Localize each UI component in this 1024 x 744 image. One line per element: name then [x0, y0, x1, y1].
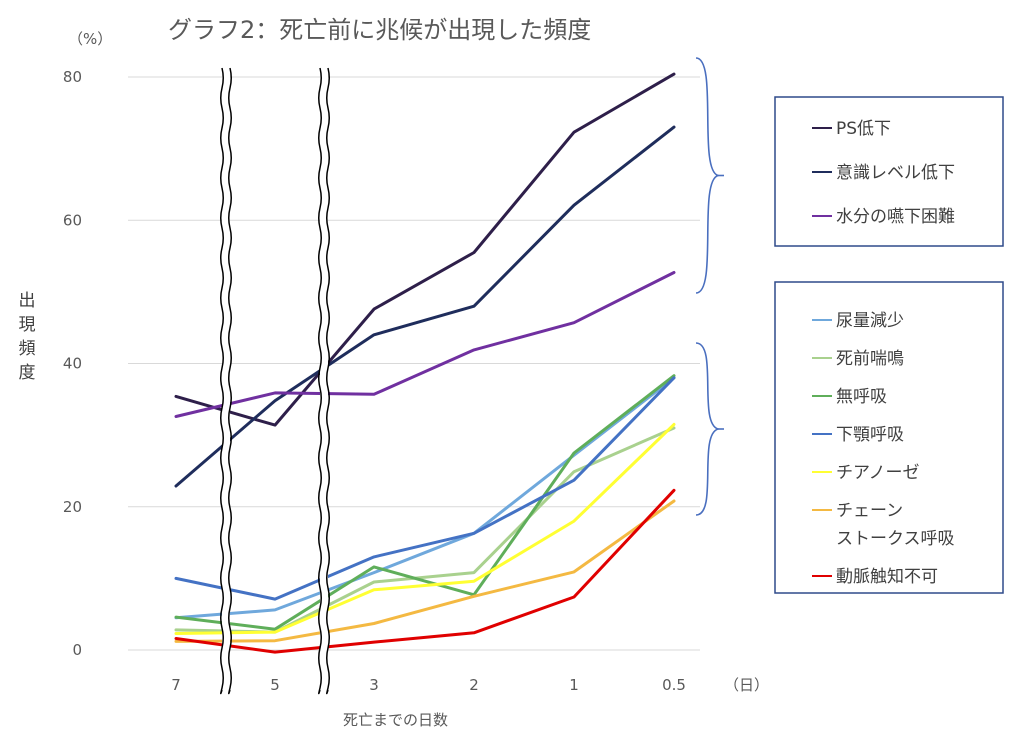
legend-label: 意識レベル低下	[836, 163, 955, 183]
series-line	[174, 488, 676, 654]
y-axis-title-char: 出	[19, 291, 36, 311]
legend-label: 下顎呼吸	[836, 425, 904, 445]
series-line	[174, 422, 676, 635]
curly-bracket	[695, 342, 721, 516]
legend-label: ストークス呼吸	[836, 529, 955, 549]
x-tick-label: 5	[270, 676, 280, 694]
legend-label: チアノーゼ	[836, 463, 919, 483]
y-tick-label: 60	[63, 211, 82, 229]
y-unit: （%）	[68, 30, 112, 48]
legend-label: 尿量減少	[836, 311, 904, 331]
x-tick-label: 7	[171, 676, 181, 694]
legend-label: 水分の嚥下困難	[836, 207, 955, 227]
legend-label: 無呼吸	[836, 387, 887, 407]
y-axis-title-char: 現	[19, 315, 36, 335]
series-line	[174, 426, 676, 634]
grid	[128, 76, 700, 651]
series-line	[174, 376, 676, 601]
x-tick-label: 1	[569, 676, 579, 694]
y-axis-title-char: 頻	[19, 339, 36, 359]
legend-label: PS低下	[836, 119, 891, 139]
chart-title: グラフ2：死亡前に兆候が出現した頻度	[168, 16, 591, 44]
y-axis-title-char: 度	[19, 363, 36, 383]
legend-label: 動脈触知不可	[836, 567, 938, 587]
axis-break-line	[220, 67, 224, 695]
series-line	[174, 376, 676, 620]
group-brackets	[695, 57, 724, 516]
x-tick-label: 2	[469, 676, 479, 694]
series-line	[174, 499, 676, 643]
legend-box	[774, 281, 1004, 594]
axis-break-line	[228, 67, 232, 695]
legend-label: チェーン	[836, 501, 903, 521]
axis-break-gap	[320, 68, 328, 690]
y-tick-label: 80	[63, 68, 82, 86]
legend-label: 死前喘鳴	[836, 349, 904, 369]
series-lines	[174, 72, 676, 654]
series-line	[174, 72, 676, 427]
curly-bracket	[695, 57, 721, 294]
series-line	[174, 271, 676, 418]
x-axis-title: 死亡までの日数	[343, 711, 448, 729]
axis-break-line	[318, 67, 322, 695]
x-tick-labels: 7 5 3 2 1 0.5	[171, 676, 686, 694]
series-line	[174, 125, 676, 488]
x-tick-label: 0.5	[662, 676, 686, 694]
axis-break-gap	[222, 68, 230, 690]
legend: PS低下意識レベル低下水分の嚥下困難尿量減少死前喘鳴無呼吸下顎呼吸チアノーゼチェ…	[774, 96, 1004, 594]
x-unit: （日）	[724, 676, 769, 694]
y-tick-label: 20	[63, 498, 82, 516]
y-tick-labels: 0 20 40 60 80	[63, 68, 82, 659]
y-tick-label: 40	[63, 355, 82, 373]
axis-break-line	[326, 67, 330, 695]
series-line	[174, 374, 676, 631]
x-tick-label: 3	[369, 676, 379, 694]
axis-breaks	[220, 67, 330, 695]
y-tick-label: 0	[72, 641, 82, 659]
